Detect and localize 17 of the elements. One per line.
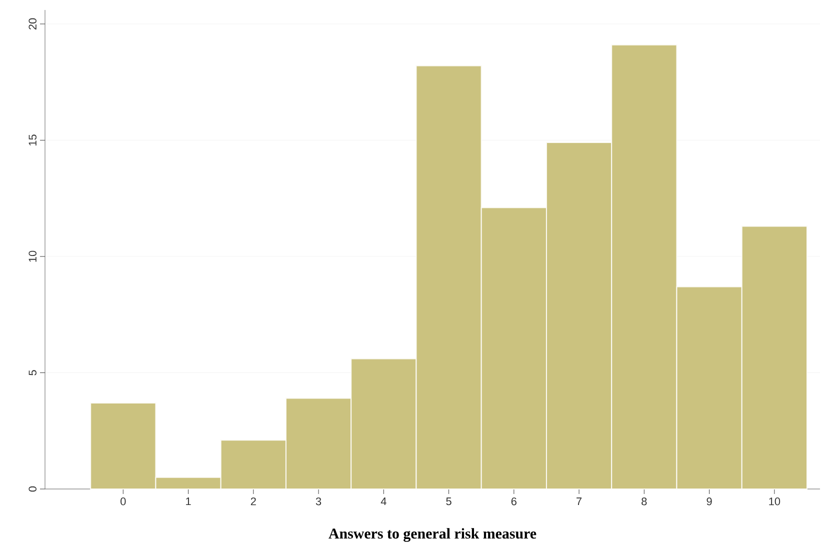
x-axis-title: Answers to general risk measure [328,528,536,542]
x-tick-label: 9 [706,498,712,506]
x-tick-label: 6 [511,498,516,506]
x-tick-label: 8 [642,498,647,506]
y-tick-label: 0 [28,486,36,492]
y-tick-label: 10 [28,250,36,262]
x-tick-label: 7 [576,498,582,506]
x-tick-label: 4 [380,498,386,506]
x-tick-label: 5 [446,498,452,506]
y-tick-label: 15 [28,134,36,146]
x-tick-label: 3 [316,498,322,506]
y-tick-label: 20 [28,18,36,30]
x-tick-label: 10 [769,498,780,506]
x-tick-label: 0 [120,498,126,506]
y-tick-label: 5 [28,370,36,376]
x-tick-label: 1 [186,498,191,506]
x-tick-label: 2 [250,498,256,506]
